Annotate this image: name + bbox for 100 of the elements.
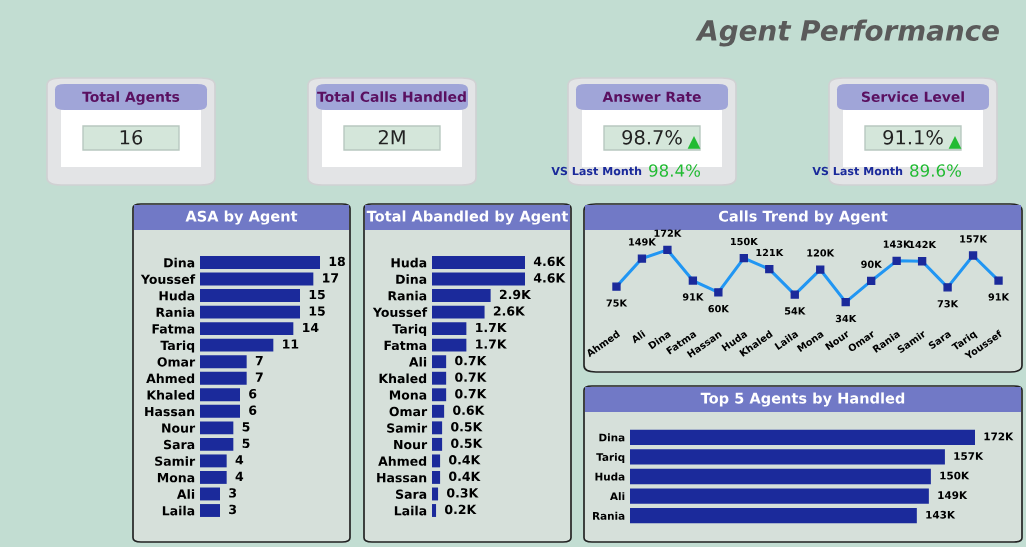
bar <box>200 487 220 501</box>
y-tick-label: Sara <box>396 489 427 499</box>
data-label: 143K <box>883 240 911 248</box>
bar <box>200 256 320 269</box>
y-tick-label: Omar <box>157 357 196 367</box>
data-label: 5 <box>242 422 250 432</box>
bar <box>432 305 485 319</box>
data-label: 4 <box>235 455 244 465</box>
bar <box>432 470 441 484</box>
data-label: 157K <box>960 235 988 243</box>
data-label: 14 <box>303 322 319 333</box>
y-tick-label: Nour <box>394 440 428 450</box>
bar <box>432 487 439 501</box>
text: 98.7% <box>622 129 682 145</box>
data-label: 3 <box>229 504 237 515</box>
data-label: 34K <box>835 314 857 323</box>
y-tick-label: Mona <box>389 390 427 400</box>
data-label: 149K <box>938 491 968 500</box>
bar <box>200 272 314 286</box>
y-tick-label: Hassan <box>377 473 427 483</box>
bar <box>200 289 300 303</box>
y-tick-label: Ali <box>176 489 195 499</box>
text: ▲ <box>948 135 962 149</box>
text: Total Agents <box>82 91 180 105</box>
y-tick-label: Ali <box>408 356 427 367</box>
bar <box>432 338 467 352</box>
data-label: 0.6K <box>453 405 485 415</box>
y-tick-label: Huda <box>391 257 427 268</box>
data-label: 4.6K <box>533 273 566 283</box>
data-label: 4 <box>235 471 244 481</box>
bar <box>200 388 240 402</box>
data-label: 0.5K <box>451 438 483 448</box>
chart-title: Top 5 Agents by Handled <box>700 392 905 407</box>
data-label: 0.5K <box>451 422 483 432</box>
bar <box>630 429 975 445</box>
text: ▲ <box>687 135 701 149</box>
y-tick-label: Youssef <box>140 274 196 284</box>
y-tick-label: Hassan <box>145 406 195 417</box>
bar <box>432 404 445 418</box>
text: Agent Performance <box>695 19 999 47</box>
data-label: 15 <box>309 289 325 300</box>
data-label: 143K <box>926 510 956 519</box>
text: VS Last Month <box>812 166 903 176</box>
data-label: 142K <box>909 240 937 249</box>
data-label: 90K <box>861 260 883 268</box>
bar <box>630 488 929 504</box>
y-tick-label: Huda <box>159 290 195 301</box>
y-tick-label: Ali <box>609 492 625 501</box>
bar <box>432 437 443 451</box>
data-label: 5 <box>242 438 250 448</box>
bar <box>432 421 443 435</box>
bar <box>200 305 300 319</box>
data-label: 54K <box>784 307 806 315</box>
bar <box>200 470 227 484</box>
data-label: 0.2K <box>444 504 477 515</box>
data-label: 120K <box>807 249 835 257</box>
y-tick-label: Ahmed <box>378 456 427 466</box>
data-label: 60K <box>708 304 730 313</box>
y-tick-label: Sara <box>164 439 195 450</box>
data-label: 0.4K <box>449 455 481 465</box>
y-tick-label: Youssef <box>372 307 428 318</box>
bar <box>200 338 274 352</box>
y-tick-label: Omar <box>389 406 428 417</box>
data-label: 7 <box>255 372 263 382</box>
data-label: 1.7K <box>476 339 507 349</box>
y-tick-label: Nour <box>162 423 196 433</box>
y-tick-label: Rania <box>388 290 427 301</box>
y-tick-label: Khaled <box>379 373 427 384</box>
bar <box>432 454 441 468</box>
y-tick-label: Samir <box>155 456 196 466</box>
bar <box>200 421 234 435</box>
bar <box>630 508 917 524</box>
bar <box>432 388 447 402</box>
data-label: 7 <box>255 356 263 366</box>
data-label: 73K <box>937 300 959 308</box>
bar <box>200 437 234 451</box>
text: Service Level <box>861 91 964 103</box>
bar <box>200 454 227 468</box>
data-label: 0.4K <box>449 471 481 482</box>
data-label: 0.3K <box>447 488 479 498</box>
bar <box>630 468 931 485</box>
text: Answer Rate <box>602 91 701 103</box>
text: 98.4% <box>649 164 701 177</box>
bar <box>432 355 447 369</box>
bar <box>432 256 525 269</box>
y-tick-label: Khaled <box>147 390 195 400</box>
data-label: 149K <box>629 238 657 246</box>
bar <box>432 371 447 385</box>
data-label: 172K <box>654 229 682 237</box>
y-tick-label: Huda <box>595 472 625 481</box>
chart-title: Total Abandled by Agent <box>366 210 569 225</box>
x-tick-label: Ali <box>630 329 646 344</box>
data-label: 11 <box>283 339 299 349</box>
data-label: 6 <box>249 388 257 399</box>
bar <box>432 504 437 517</box>
bar <box>630 449 945 465</box>
y-tick-label: Ahmed <box>146 373 195 384</box>
y-tick-label: Dina <box>396 274 427 284</box>
data-label: 17 <box>323 273 339 283</box>
text: VS Last Month <box>551 166 642 176</box>
